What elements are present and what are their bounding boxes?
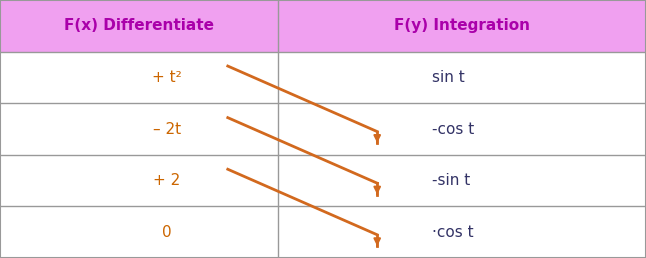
Text: ·cos t: ·cos t xyxy=(432,225,474,240)
Text: F(y) Integration: F(y) Integration xyxy=(394,18,530,33)
Text: – 2t: – 2t xyxy=(152,122,181,136)
Text: -sin t: -sin t xyxy=(432,173,471,188)
Text: -cos t: -cos t xyxy=(432,122,475,136)
Text: sin t: sin t xyxy=(432,70,465,85)
Text: 0: 0 xyxy=(162,225,171,240)
Bar xyxy=(0,0,646,52)
Text: + t²: + t² xyxy=(152,70,182,85)
Text: F(x) Differentiate: F(x) Differentiate xyxy=(64,18,214,33)
Text: + 2: + 2 xyxy=(153,173,180,188)
